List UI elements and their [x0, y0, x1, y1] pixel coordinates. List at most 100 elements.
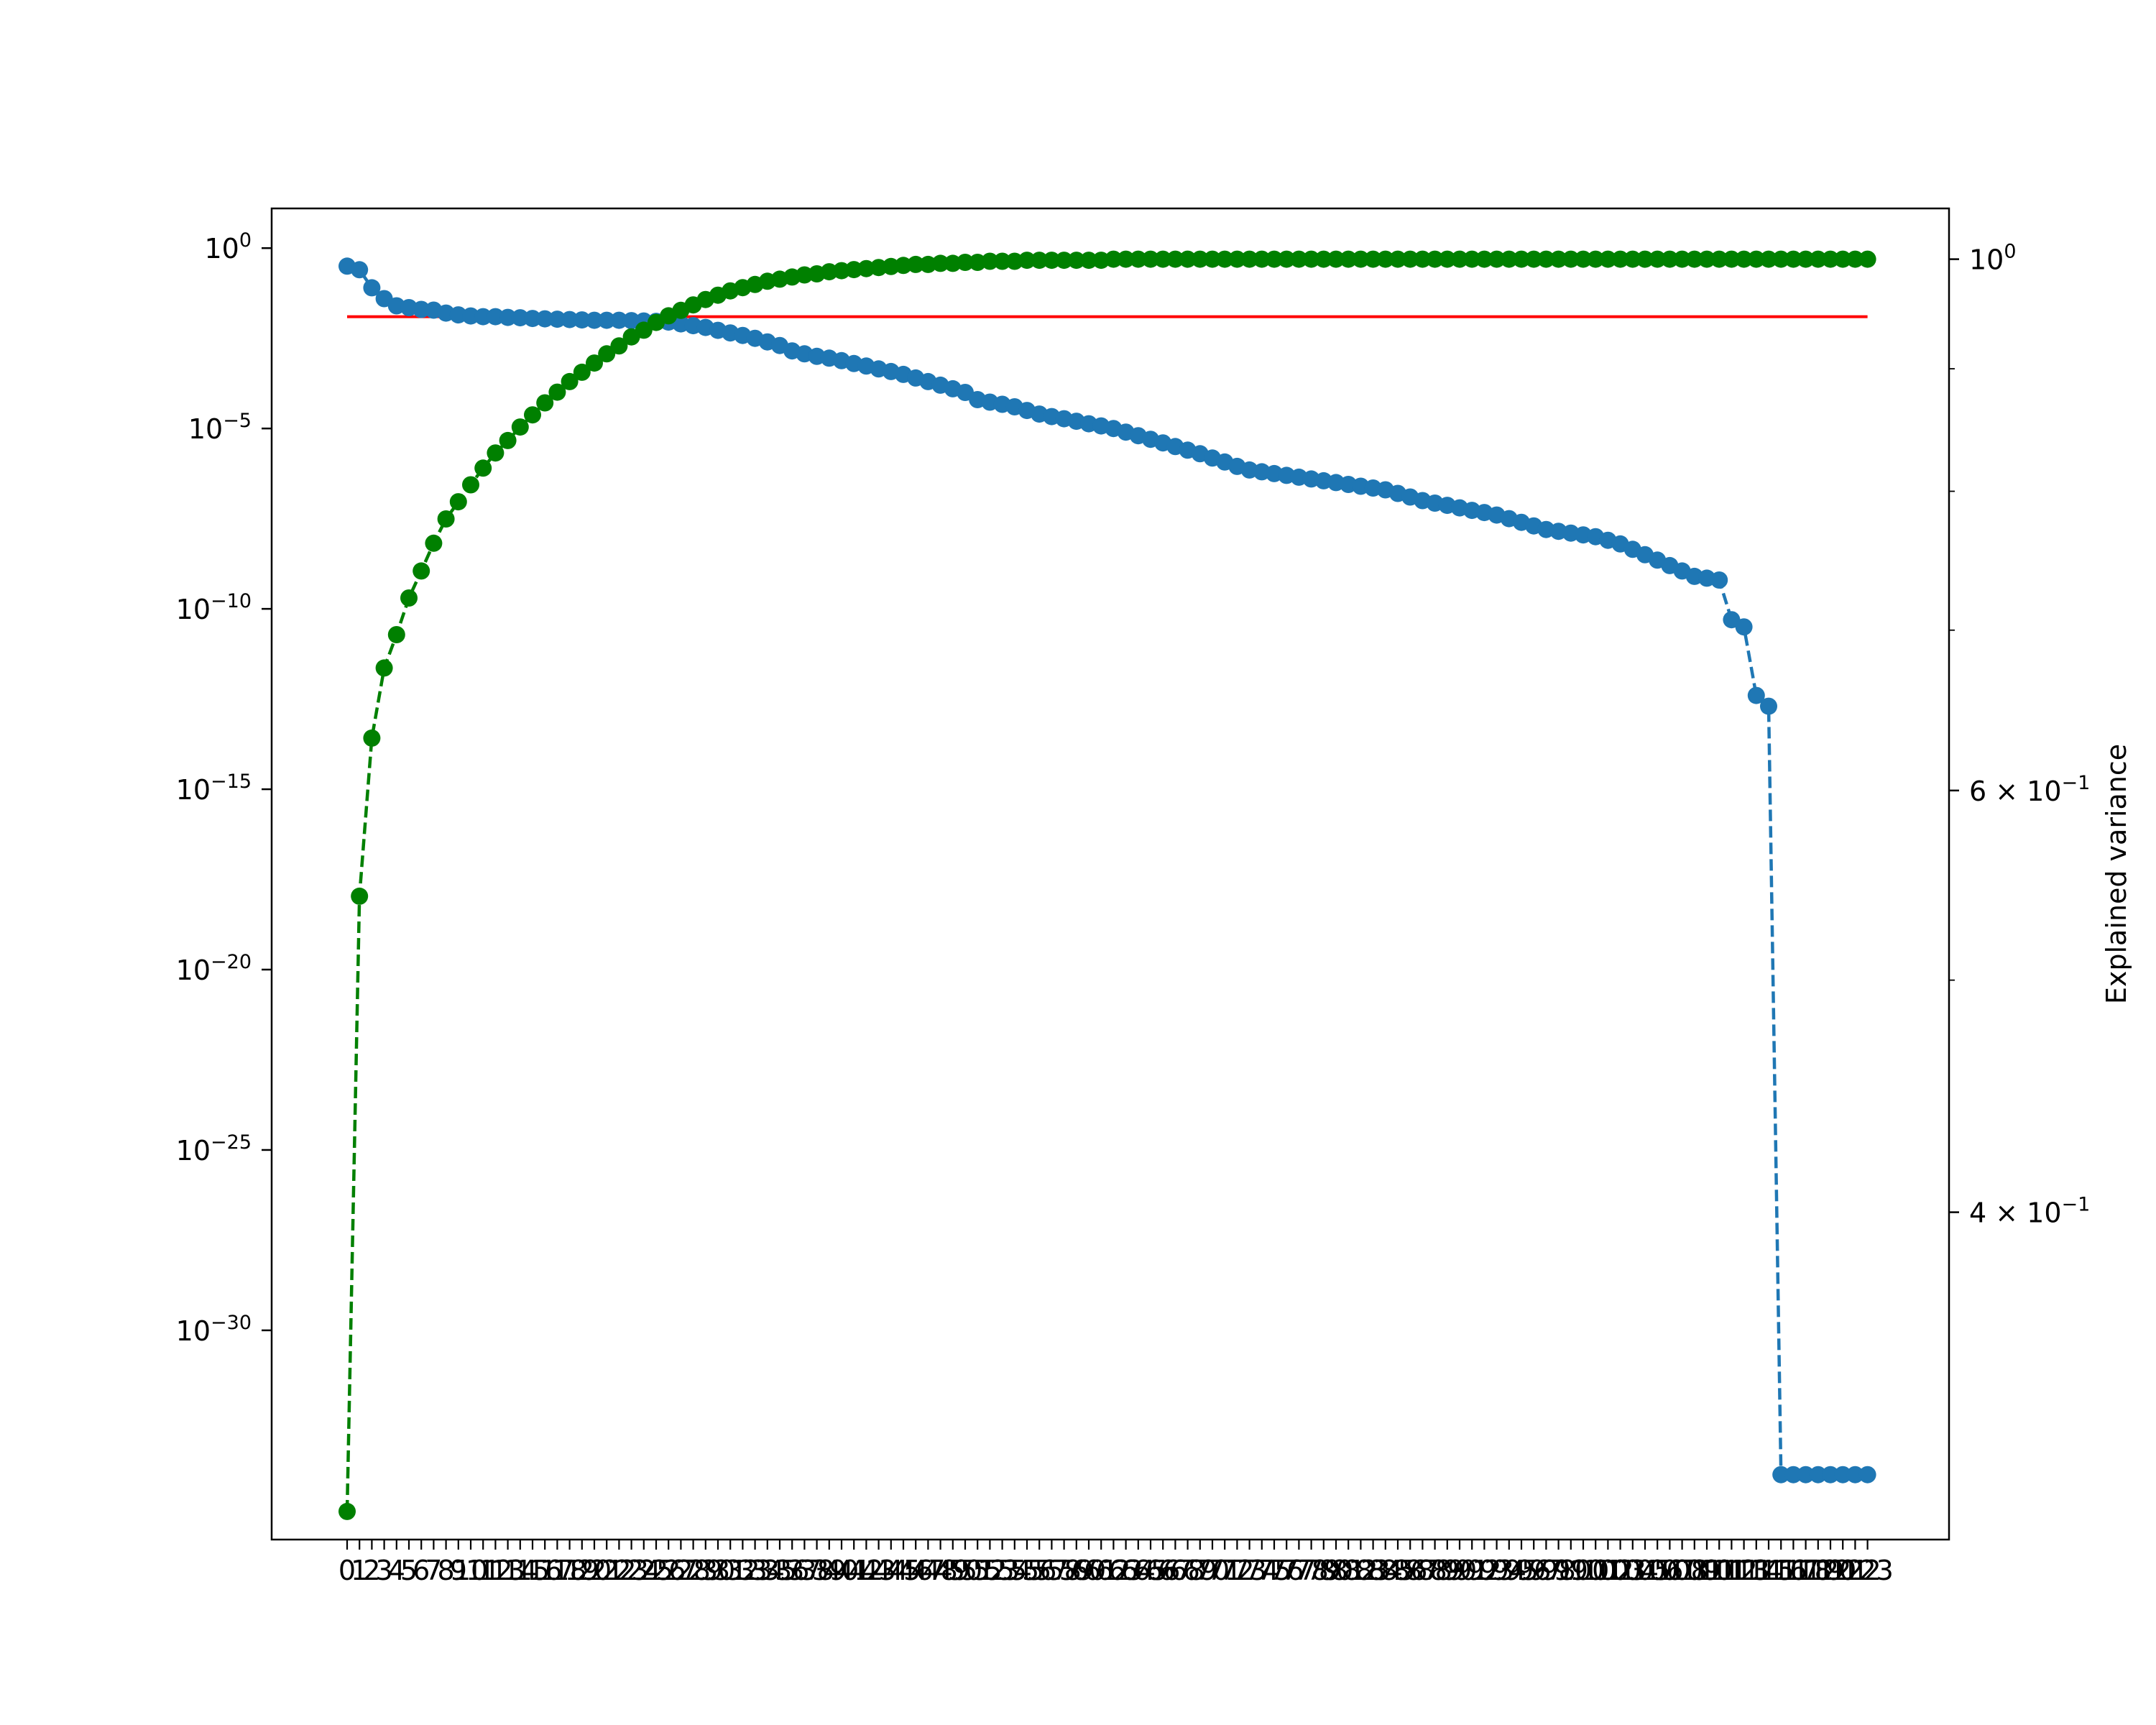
green-series-point — [1673, 250, 1691, 268]
blue-series-point — [524, 310, 541, 328]
green-series-point — [363, 729, 381, 747]
left-tick-label: 10−15 — [176, 770, 252, 806]
x-tick-label: 41 — [837, 1555, 871, 1586]
right-tick-label: 6 × 10−1 — [1969, 772, 2090, 807]
plot-frame — [270, 207, 1950, 1541]
right-tick-label: 100 — [1969, 241, 2017, 276]
green-series-point — [1179, 250, 1197, 268]
green-series-point — [969, 254, 987, 271]
x-tick-label: 114 — [1731, 1555, 1783, 1586]
x-tick-label: 19 — [565, 1555, 599, 1586]
x-tick-label: 89 — [1430, 1555, 1465, 1586]
x-tick-label: 84 — [1368, 1555, 1403, 1586]
x-tick-label: 58 — [1046, 1555, 1081, 1586]
green-series-point — [1661, 250, 1679, 268]
green-series-point — [1043, 252, 1061, 270]
blue-series-point — [511, 309, 529, 327]
x-tick-label: 34 — [750, 1555, 785, 1586]
green-series-point — [375, 659, 393, 677]
green-series-point — [1204, 250, 1221, 268]
x-tick-label: 50 — [948, 1555, 982, 1586]
blue-series-point — [598, 311, 616, 329]
green-series-point — [598, 345, 616, 363]
x-tick-label: 43 — [861, 1555, 895, 1586]
x-tick-label: 62 — [1096, 1555, 1130, 1586]
green-series-point — [548, 383, 566, 401]
green-series-point — [1834, 250, 1852, 268]
x-tick-label: 2 — [363, 1555, 380, 1586]
x-tick-label: 15 — [515, 1555, 550, 1586]
green-series-point — [1562, 250, 1580, 268]
x-tick-label: 14 — [503, 1555, 538, 1586]
left-tick-exponent: −5 — [223, 410, 252, 432]
blue-series-point — [586, 311, 603, 329]
x-tick-label: 46 — [898, 1555, 933, 1586]
green-series-point — [1055, 252, 1073, 270]
green-series-point — [882, 257, 900, 275]
x-tick-label: 113 — [1718, 1555, 1770, 1586]
green-series-point — [1278, 250, 1296, 268]
right-tick-base: 4 × 10 — [1969, 1197, 2062, 1229]
x-tick-label: 104 — [1607, 1555, 1659, 1586]
x-tick-label: 3 — [376, 1555, 393, 1586]
blue-series-point — [1735, 618, 1753, 636]
green-series-point — [413, 562, 430, 580]
x-tick-label: 87 — [1405, 1555, 1439, 1586]
green-series-point — [1611, 250, 1629, 268]
green-series-point — [487, 444, 505, 462]
left-tick-label: 10−20 — [176, 951, 252, 986]
green-series-point — [1747, 250, 1765, 268]
green-series-point — [524, 406, 541, 424]
x-tick-label: 78 — [1294, 1555, 1328, 1586]
x-tick-label: 59 — [1059, 1555, 1094, 1586]
blue-series-point — [1809, 1466, 1827, 1484]
green-series-point — [462, 476, 479, 494]
green-series-point — [1500, 250, 1518, 268]
x-tick-label: 4 — [388, 1555, 405, 1586]
green-series-point — [1092, 252, 1110, 270]
green-series-point — [536, 394, 554, 412]
x-tick-label: 92 — [1467, 1555, 1501, 1586]
x-tick-label: 67 — [1158, 1555, 1192, 1586]
x-tick-label: 88 — [1417, 1555, 1452, 1586]
green-series-point — [1340, 250, 1358, 268]
x-tick-label: 60 — [1072, 1555, 1106, 1586]
green-series-point — [957, 254, 974, 271]
x-tick-label: 76 — [1269, 1555, 1304, 1586]
green-series-point — [1364, 250, 1382, 268]
x-tick-label: 56 — [1022, 1555, 1056, 1586]
x-tick-label: 105 — [1619, 1555, 1672, 1586]
green-series-point — [1710, 250, 1728, 268]
green-series-point — [1760, 250, 1777, 268]
blue-series-point — [548, 310, 566, 328]
x-tick-label: 65 — [1133, 1555, 1168, 1586]
green-series-point — [1809, 250, 1827, 268]
x-tick-label: 30 — [701, 1555, 735, 1586]
left-tick-label: 10−10 — [176, 590, 252, 625]
green-series-point — [1784, 250, 1802, 268]
x-tick-label: 73 — [1232, 1555, 1266, 1586]
x-tick-label: 55 — [1010, 1555, 1044, 1586]
x-tick-label: 83 — [1355, 1555, 1390, 1586]
green-series-point — [1117, 250, 1135, 268]
x-tick-label: 28 — [676, 1555, 710, 1586]
green-series-point — [1142, 250, 1159, 268]
green-series-point — [1018, 252, 1036, 270]
x-tick-label: 66 — [1146, 1555, 1180, 1586]
green-series-point — [474, 459, 492, 477]
green-series-point — [635, 321, 653, 339]
green-series-point — [1216, 250, 1234, 268]
green-series-point — [511, 418, 529, 436]
blue-series-point — [1784, 1466, 1802, 1484]
blue-series-point — [462, 307, 479, 325]
green-series-point — [1698, 250, 1715, 268]
x-tick-label: 51 — [960, 1555, 995, 1586]
x-tick-label: 57 — [1034, 1555, 1069, 1586]
green-series-point — [1166, 250, 1184, 268]
right-tick-exponent: 0 — [2004, 241, 2016, 263]
left-tick-base: 10 — [176, 774, 211, 806]
left-tick-exponent: 0 — [239, 229, 252, 252]
x-tick-label: 36 — [775, 1555, 809, 1586]
blue-series-point — [573, 311, 591, 329]
